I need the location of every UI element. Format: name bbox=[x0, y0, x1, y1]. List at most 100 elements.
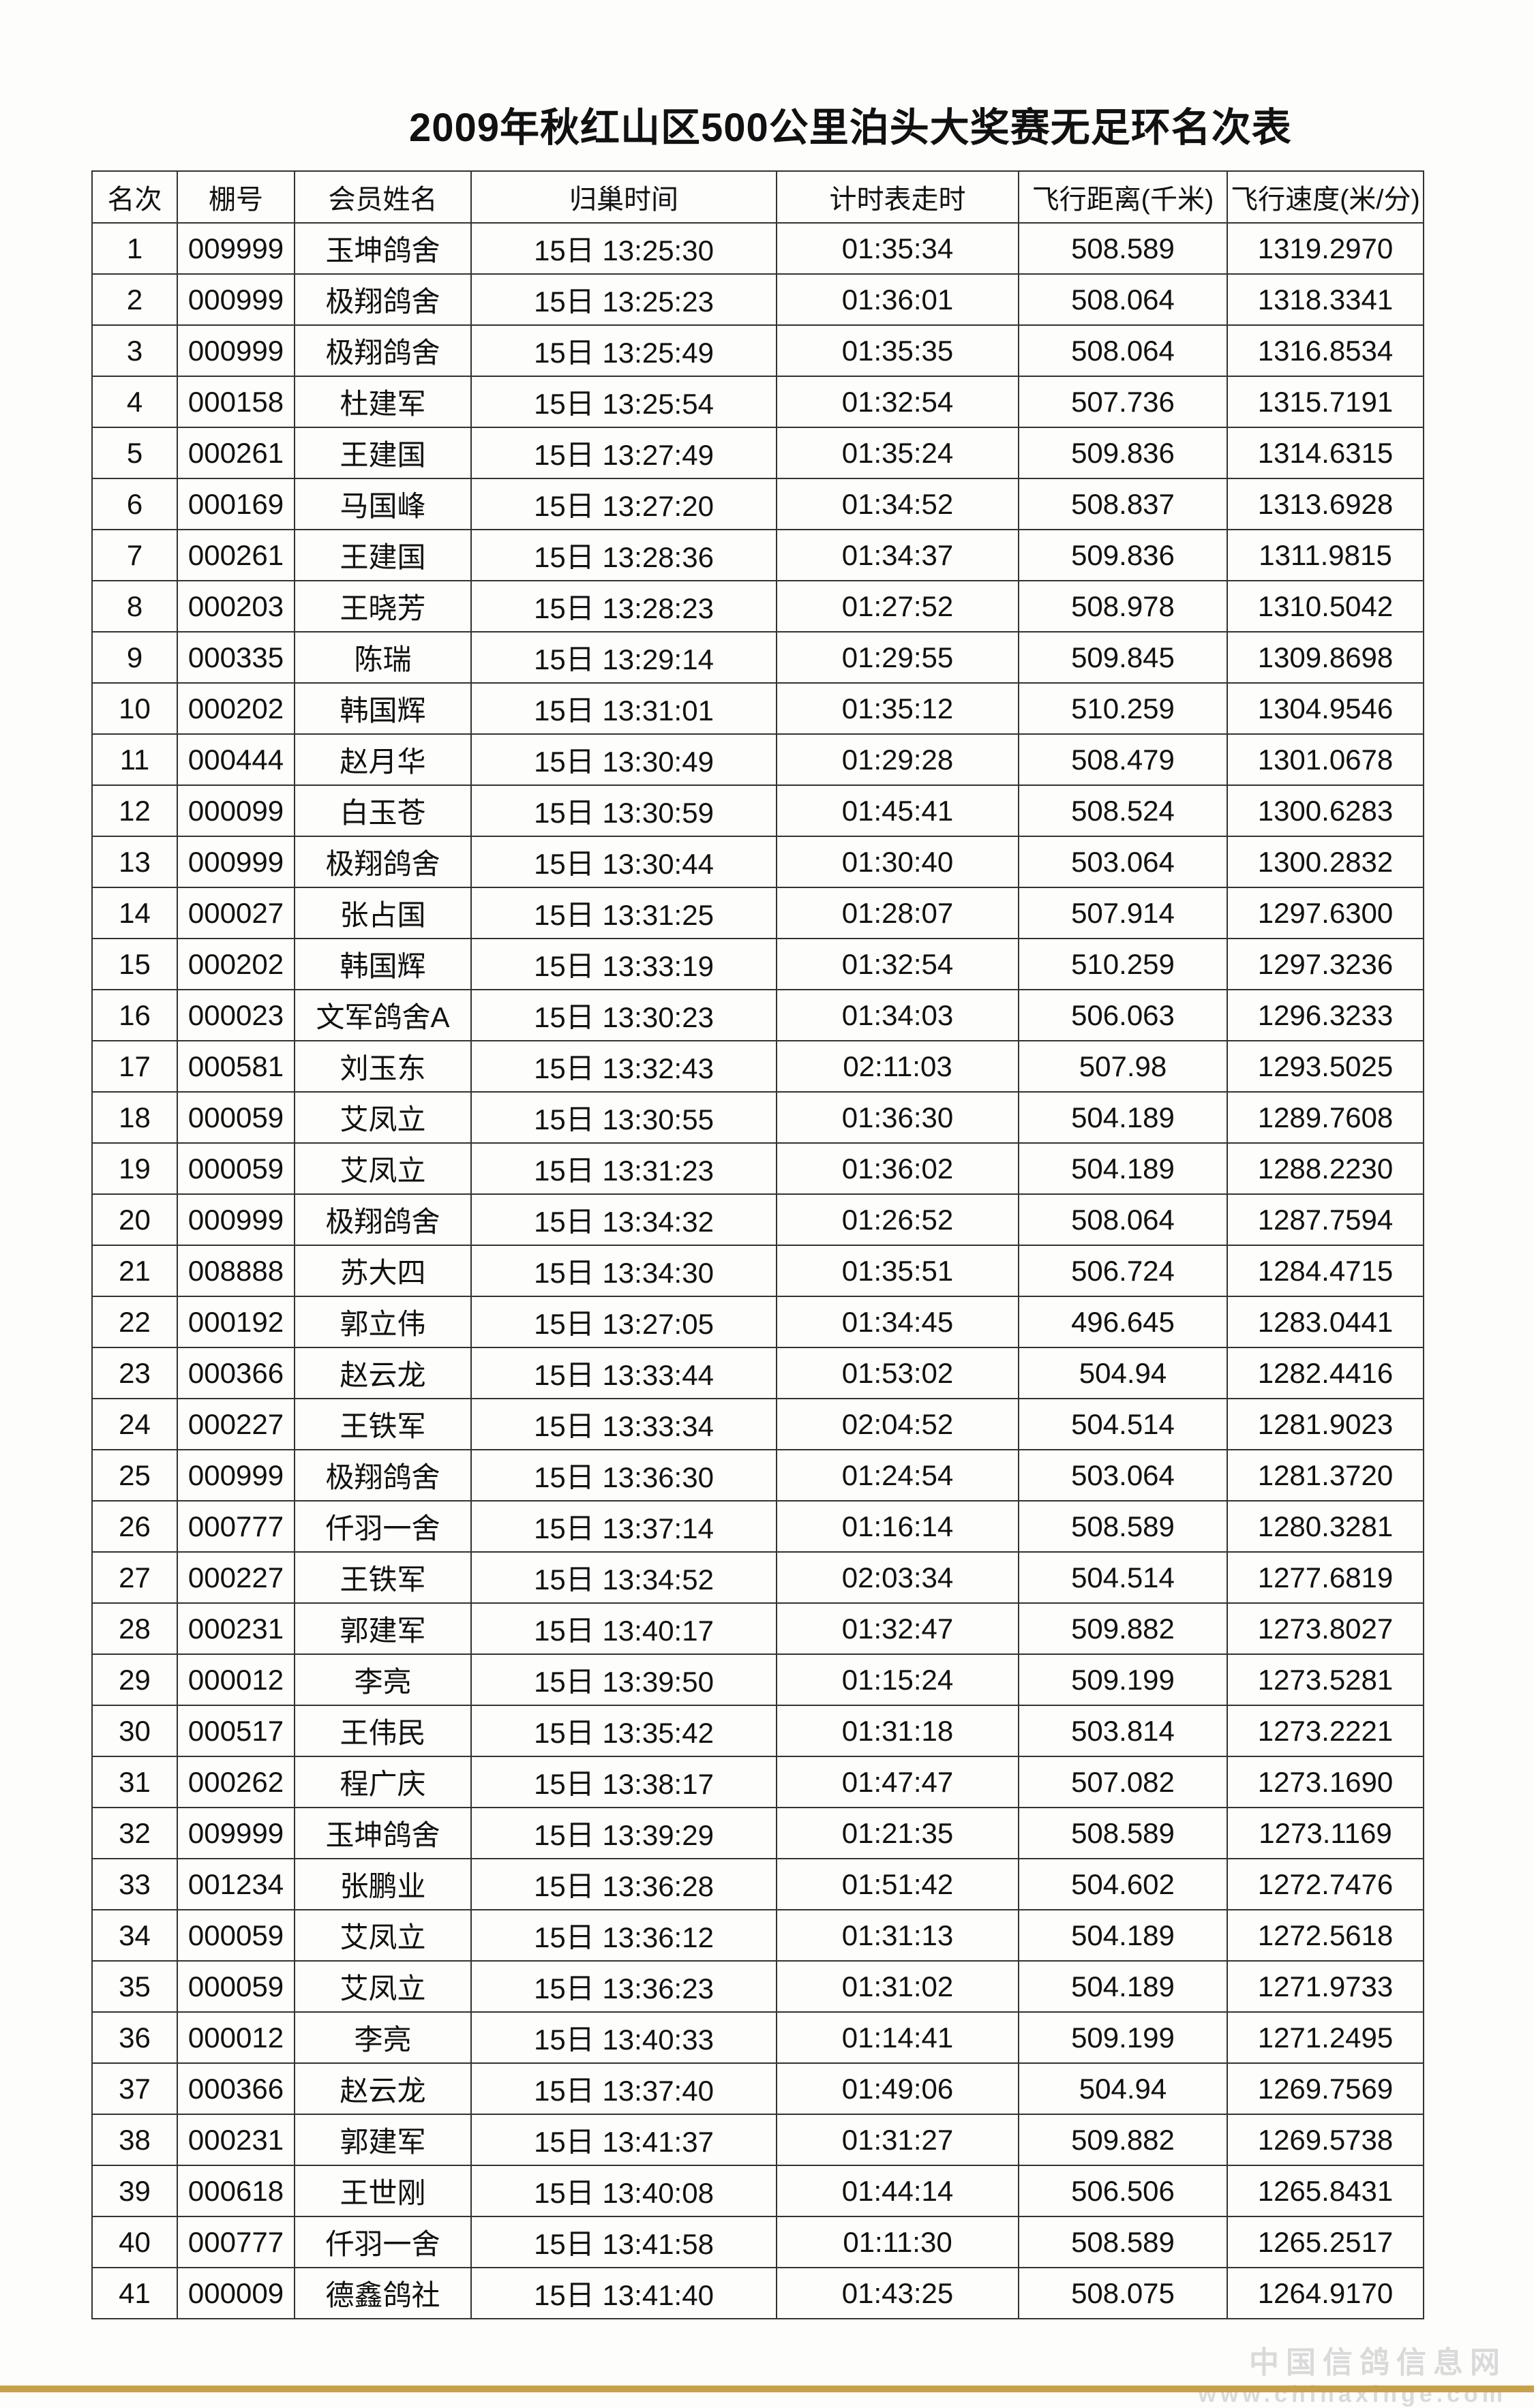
table-row: 23 000366 赵云龙 15日 13:33:44 01:53:02 504.94 128… bbox=[91, 1347, 1424, 1399]
table-row: 11 000444 赵月华 15日 13:30:49 01:29:28 508.479 13… bbox=[91, 733, 1424, 786]
table-cell: 509.882 bbox=[1018, 2114, 1228, 2166]
table-cell: 504.189 bbox=[1018, 1091, 1228, 1144]
table-cell: 15日 13:25:23 bbox=[470, 273, 777, 326]
table-cell: 15日 13:36:28 bbox=[470, 1858, 777, 1910]
table-cell: 509.199 bbox=[1018, 2011, 1228, 2064]
table-cell: 15日 13:30:59 bbox=[470, 784, 777, 837]
table-row: 31 000262 程广庆 15日 13:38:17 01:47:47 507.082 12… bbox=[91, 1756, 1424, 1808]
table-cell: 15日 13:30:55 bbox=[470, 1091, 777, 1144]
table-cell: 000227 bbox=[177, 1398, 295, 1450]
table-cell: 15日 13:36:23 bbox=[470, 1960, 777, 2013]
table-cell: 000777 bbox=[177, 1500, 295, 1553]
table-cell: 33 bbox=[91, 1858, 178, 1910]
table-cell: 000581 bbox=[177, 1040, 295, 1093]
table-cell: 15日 13:39:29 bbox=[470, 1807, 777, 1859]
table-cell: 1280.3281 bbox=[1227, 1500, 1424, 1553]
table-cell: 1316.8534 bbox=[1227, 324, 1424, 377]
table-cell: 01:31:13 bbox=[776, 1909, 1019, 1962]
table-cell: 郭建军 bbox=[294, 1602, 472, 1655]
column-header: 归巢时间 bbox=[470, 170, 777, 224]
table-row: 5 000261 王建国 15日 13:27:49 01:35:24 509.836 131… bbox=[91, 427, 1424, 479]
table-cell: 01:31:27 bbox=[776, 2114, 1019, 2166]
table-cell: 韩国辉 bbox=[294, 682, 472, 735]
table-cell: 德鑫鸽社 bbox=[294, 2267, 472, 2319]
table-cell: 玉坤鸽舍 bbox=[294, 222, 472, 275]
table-cell: 509.882 bbox=[1018, 1602, 1228, 1655]
table-cell: 11 bbox=[91, 733, 178, 786]
table-cell: 01:31:18 bbox=[776, 1705, 1019, 1757]
table-cell: 1265.2517 bbox=[1227, 2216, 1424, 2268]
table-row: 34 000059 艾凤立 15日 13:36:12 01:31:13 504.189 12… bbox=[91, 1909, 1424, 1962]
table-cell: 1297.3236 bbox=[1227, 938, 1424, 990]
table-cell: 000059 bbox=[177, 1909, 295, 1962]
table-row: 35 000059 艾凤立 15日 13:36:23 01:31:02 504.189 12… bbox=[91, 1960, 1424, 2013]
table-cell: 000023 bbox=[177, 989, 295, 1041]
table-cell: 20 bbox=[91, 1193, 178, 1246]
table-cell: 1269.7569 bbox=[1227, 2062, 1424, 2115]
table-cell: 02:03:34 bbox=[776, 1551, 1019, 1604]
table-cell: 23 bbox=[91, 1347, 178, 1399]
table-cell: 000059 bbox=[177, 1091, 295, 1144]
table-cell: 1271.9733 bbox=[1227, 1960, 1424, 2013]
table-cell: 01:36:02 bbox=[776, 1142, 1019, 1195]
table-cell: 17 bbox=[91, 1040, 178, 1093]
table-cell: 29 bbox=[91, 1653, 178, 1706]
table-row: 22 000192 郭立伟 15日 13:27:05 01:34:45 496.645 12… bbox=[91, 1296, 1424, 1348]
table-cell: 王建国 bbox=[294, 529, 472, 581]
table-cell: 01:45:41 bbox=[776, 784, 1019, 837]
table-cell: 39 bbox=[91, 2165, 178, 2217]
table-cell: 艾凤立 bbox=[294, 1960, 472, 2013]
table-cell: 508.978 bbox=[1018, 580, 1228, 633]
table-row: 10 000202 韩国辉 15日 13:31:01 01:35:12 510.259 13… bbox=[91, 682, 1424, 735]
table-cell: 1319.2970 bbox=[1227, 222, 1424, 275]
column-header: 飞行距离(千米) bbox=[1018, 170, 1228, 224]
table-row: 37 000366 赵云龙 15日 13:37:40 01:49:06 504.94 126… bbox=[91, 2062, 1424, 2115]
table-cell: 01:28:07 bbox=[776, 887, 1019, 939]
table-cell: 赵云龙 bbox=[294, 1347, 472, 1399]
table-cell: 508.524 bbox=[1018, 784, 1228, 837]
table-row: 28 000231 郭建军 15日 13:40:17 01:32:47 509.882 12… bbox=[91, 1602, 1424, 1655]
table-cell: 009999 bbox=[177, 222, 295, 275]
table-cell: 503.064 bbox=[1018, 836, 1228, 888]
table-cell: 01:29:28 bbox=[776, 733, 1019, 786]
table-cell: 1277.6819 bbox=[1227, 1551, 1424, 1604]
table-cell: 509.199 bbox=[1018, 1653, 1228, 1706]
table-cell: 000366 bbox=[177, 1347, 295, 1399]
column-header: 飞行速度(米/分) bbox=[1227, 170, 1424, 224]
table-row: 27 000227 王铁军 15日 13:34:52 02:03:34 504.514 12… bbox=[91, 1551, 1424, 1604]
table-cell: 1301.0678 bbox=[1227, 733, 1424, 786]
table-cell: 01:35:35 bbox=[776, 324, 1019, 377]
table-cell: 李亮 bbox=[294, 2011, 472, 2064]
table-cell: 杜建军 bbox=[294, 376, 472, 428]
table-cell: 01:27:52 bbox=[776, 580, 1019, 633]
table-row: 3 000999 极翔鸽舍 15日 13:25:49 01:35:35 508.064 13… bbox=[91, 324, 1424, 377]
table-cell: 15日 13:27:20 bbox=[470, 478, 777, 530]
table-row: 13 000999 极翔鸽舍 15日 13:30:44 01:30:40 503.064 1… bbox=[91, 836, 1424, 888]
table-cell: 01:32:47 bbox=[776, 1602, 1019, 1655]
table-cell: 张鹏业 bbox=[294, 1858, 472, 1910]
table-cell: 000261 bbox=[177, 427, 295, 479]
table-cell: 01:34:45 bbox=[776, 1296, 1019, 1348]
table-cell: 7 bbox=[91, 529, 178, 581]
table-cell: 40 bbox=[91, 2216, 178, 2268]
table-cell: 000227 bbox=[177, 1551, 295, 1604]
table-cell: 506.724 bbox=[1018, 1245, 1228, 1297]
table-cell: 15日 13:25:49 bbox=[470, 324, 777, 377]
table-cell: 01:24:54 bbox=[776, 1449, 1019, 1502]
table-header-row: 名次 棚号 会员姓名 归巢时间 计时表走时 飞行距离(千米) 飞行速度(米/分) bbox=[91, 170, 1424, 224]
table-cell: 1309.8698 bbox=[1227, 631, 1424, 684]
table-cell: 15日 13:25:54 bbox=[470, 376, 777, 428]
table-cell: 1284.4715 bbox=[1227, 1245, 1424, 1297]
table-cell: 15日 13:39:50 bbox=[470, 1653, 777, 1706]
table-row: 14 000027 张占国 15日 13:31:25 01:28:07 507.914 12… bbox=[91, 887, 1424, 939]
table-cell: 01:15:24 bbox=[776, 1653, 1019, 1706]
table-cell: 000012 bbox=[177, 1653, 295, 1706]
table-cell: 30 bbox=[91, 1705, 178, 1757]
table-cell: 25 bbox=[91, 1449, 178, 1502]
page-edge bbox=[0, 2386, 1534, 2392]
table-cell: 000262 bbox=[177, 1756, 295, 1808]
table-cell: 16 bbox=[91, 989, 178, 1041]
table-cell: 19 bbox=[91, 1142, 178, 1195]
table-cell: 艾凤立 bbox=[294, 1909, 472, 1962]
table-cell: 32 bbox=[91, 1807, 178, 1859]
